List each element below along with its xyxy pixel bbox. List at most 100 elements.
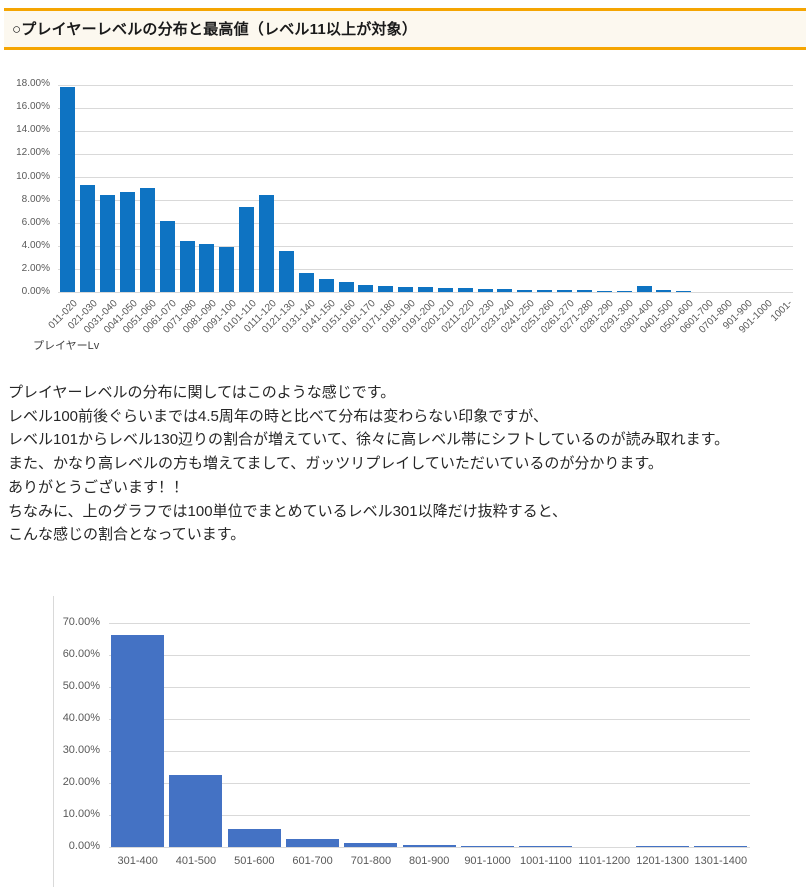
bar — [477, 288, 493, 292]
y-tick-label: 10.00% — [62, 808, 100, 821]
bar — [199, 243, 215, 292]
bar — [656, 289, 672, 292]
body-text-line: ありがとうございます！！ — [8, 478, 189, 496]
bar — [100, 195, 116, 292]
y-tick-label: 30.00% — [62, 744, 100, 757]
y-tick-label: 60.00% — [62, 648, 100, 661]
x-axis-title: プレイヤーLv — [33, 340, 100, 352]
x-tick-label: 1201-1300 — [636, 855, 689, 867]
section-header: ○プレイヤーレベルの分布と最高値（レベル11以上が対象） — [4, 8, 806, 50]
bar — [344, 843, 398, 847]
x-tick-label: 701-800 — [350, 855, 392, 867]
bar — [120, 191, 136, 292]
bar — [219, 247, 235, 292]
gridline — [108, 719, 750, 720]
bar — [111, 634, 165, 847]
y-tick-label: 20.00% — [62, 776, 100, 789]
gridline — [58, 199, 793, 201]
bar — [159, 221, 175, 292]
bar — [298, 272, 314, 292]
bar — [239, 206, 255, 292]
level-301-plus-distribution-chart: 0.00% 10.00% 20.00% 30.00% 40.00% 50.00% 60.00… — [53, 596, 791, 887]
commentary-text: プレイヤーレベルの分布に関してはこのような感じです。 レベル100前後ぐらいまで… — [8, 381, 808, 547]
bar — [497, 289, 513, 292]
bar — [519, 846, 573, 847]
y-tick-label: 40.00% — [62, 712, 100, 725]
bar — [418, 287, 433, 292]
gridline — [108, 847, 750, 848]
bar — [358, 284, 374, 292]
player-level-distribution-chart: 0.00% 2.00% 4.00% 6.00% 8.00% 10.00% 12.00% 14.… — [0, 60, 810, 360]
bar — [169, 775, 223, 847]
x-tick-label: 801-900 — [409, 855, 450, 867]
y-tick-label: 50.00% — [62, 680, 100, 693]
bar — [398, 286, 414, 292]
bar — [437, 287, 453, 292]
x-tick-label: 901-1000 — [464, 855, 511, 867]
bar — [537, 289, 553, 292]
bar — [259, 194, 275, 292]
bar — [179, 240, 195, 292]
bar — [139, 188, 155, 292]
bar — [402, 844, 456, 847]
y-tick-label: 70.00% — [62, 616, 100, 629]
y-tick-label: 14.00% — [16, 124, 50, 136]
body-text-line: ちなみに、上のグラフでは100単位でまとめているレベル301以降だけ抜粋すると、 — [8, 502, 568, 520]
gridline — [58, 84, 793, 86]
bar — [557, 289, 573, 292]
bar — [286, 838, 340, 847]
bar — [596, 290, 612, 292]
gridline — [58, 222, 793, 224]
x-tick-label: 1001-1100 — [519, 855, 572, 867]
x-tick-label: 601-700 — [292, 855, 333, 867]
y-tick-label: 12.00% — [16, 147, 50, 159]
bar — [80, 184, 96, 292]
bar — [60, 86, 76, 292]
bar — [517, 289, 533, 292]
bar — [378, 285, 394, 292]
body-text-line: レベル101からレベル130辺りの割合が増えていて、徐々に高レベル帯にシフトして… — [8, 431, 730, 449]
gridline — [108, 687, 750, 688]
gridline — [58, 130, 793, 132]
gridline — [58, 153, 793, 155]
gridline — [58, 268, 793, 270]
x-tick-label: 1301-1400 — [694, 855, 748, 867]
gridline — [58, 107, 793, 109]
gridline — [108, 751, 750, 752]
y-tick-label: 16.00% — [16, 101, 50, 113]
bar — [636, 286, 652, 292]
gridline — [108, 623, 750, 624]
y-tick-label: 6.00% — [21, 216, 50, 228]
bar — [318, 279, 334, 292]
y-tick-label: 4.00% — [21, 239, 50, 251]
bar — [676, 291, 692, 292]
body-text-line: プレイヤーレベルの分布に関してはこのような感じです。 — [8, 384, 396, 401]
bar — [576, 289, 592, 292]
bar — [457, 287, 473, 292]
x-tick-label: 501-600 — [234, 855, 275, 867]
section-title: ○プレイヤーレベルの分布と最高値（レベル11以上が対象） — [12, 21, 418, 38]
body-text-line: レベル100前後ぐらいまでは4.5周年の時と比べて分布は変わらない印象ですが、 — [8, 407, 548, 425]
body-text-line: また、かなり高レベルの方も増えてまして、ガッツリプレイしていただいているのが分か… — [8, 455, 663, 473]
bar — [338, 281, 354, 292]
y-tick-label: 8.00% — [21, 193, 50, 205]
gridline — [108, 815, 750, 816]
bar — [227, 829, 281, 847]
bar — [461, 846, 515, 847]
y-tick-label: 2.00% — [21, 262, 50, 274]
bar — [278, 250, 294, 292]
gridline — [108, 783, 750, 784]
bar — [616, 291, 632, 292]
gridline — [108, 655, 750, 656]
y-tick-label: 0.00% — [68, 840, 100, 853]
x-tick-label: 401-500 — [175, 855, 217, 867]
bar — [636, 846, 690, 847]
y-tick-label: 10.00% — [16, 170, 50, 182]
gridline — [58, 245, 793, 247]
y-tick-label: 0.00% — [21, 285, 50, 297]
y-tick-label: 18.00% — [16, 78, 50, 90]
x-tick-label: 1101-1200 — [578, 855, 631, 867]
x-tick-label: 301-400 — [117, 855, 158, 867]
gridline — [58, 176, 793, 178]
